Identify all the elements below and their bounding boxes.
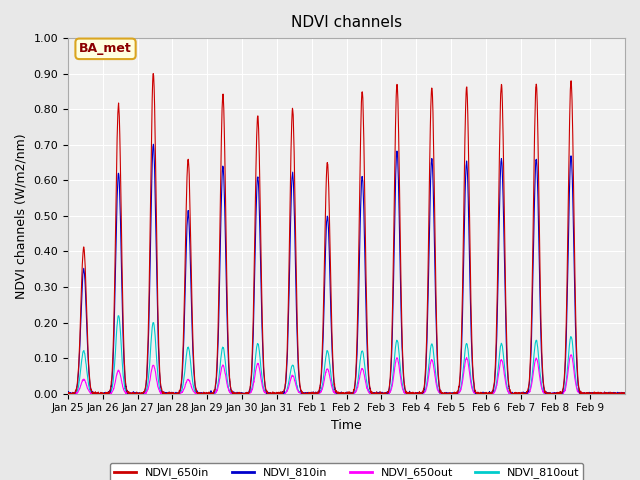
Title: NDVI channels: NDVI channels <box>291 15 402 30</box>
Y-axis label: NDVI channels (W/m2/nm): NDVI channels (W/m2/nm) <box>15 133 28 299</box>
Text: BA_met: BA_met <box>79 42 132 55</box>
X-axis label: Time: Time <box>331 419 362 432</box>
Legend: NDVI_650in, NDVI_810in, NDVI_650out, NDVI_810out: NDVI_650in, NDVI_810in, NDVI_650out, NDV… <box>109 463 584 480</box>
